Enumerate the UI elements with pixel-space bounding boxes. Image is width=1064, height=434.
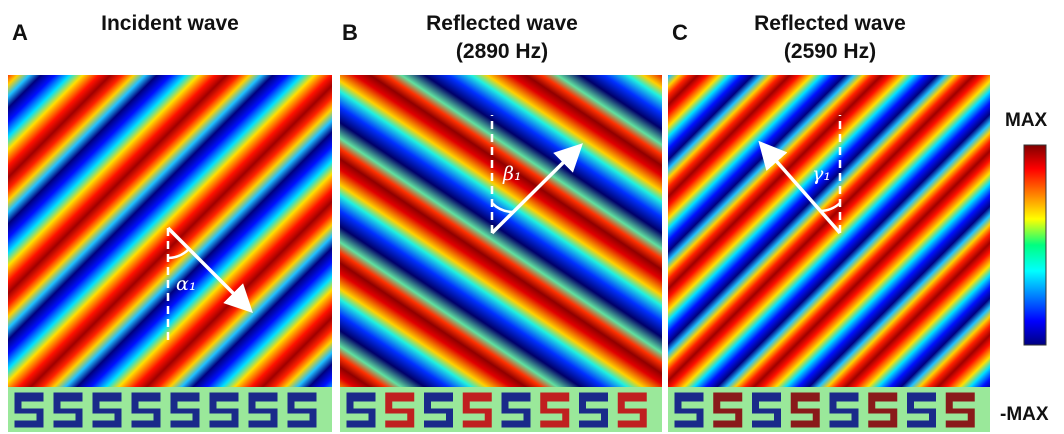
unit-cell [14,392,44,428]
angle-label: γ₁ [812,163,831,185]
unit-cell [752,392,782,428]
panel-title: Reflected wave [426,12,578,35]
colorbar-max: MAX [1005,110,1048,131]
panel-title: (2890 Hz) [456,40,548,63]
unit-cell [713,392,743,428]
colorbar-min: -MAX [1000,404,1049,425]
panel-letter: C [672,20,688,45]
panel-letter: A [12,20,28,45]
unit-cell [92,392,122,428]
unit-cell [907,392,937,428]
panel-title: Incident wave [101,12,239,35]
unit-cell [53,392,83,428]
wave-field [340,75,662,387]
unit-cell [945,392,975,428]
metasurface [668,387,990,432]
unit-cell [579,392,609,428]
unit-cell [501,392,531,428]
unit-cell [287,392,317,428]
wave-field [668,75,990,387]
unit-cell [346,392,376,428]
angle-label: α₁ [176,273,196,295]
unit-cell [540,392,570,428]
unit-cell [617,392,647,428]
panel-title: (2590 Hz) [784,40,876,63]
metasurface [340,387,662,432]
figure: A Incident wave α₁ B Reflected wave (289… [0,0,1064,434]
unit-cell [424,392,454,428]
unit-cell [868,392,898,428]
unit-cell [209,392,239,428]
panel-letter: B [342,20,358,45]
unit-cell [131,392,161,428]
unit-cell [170,392,200,428]
unit-cell [385,392,415,428]
unit-cell [462,392,492,428]
metasurface [8,387,332,432]
unit-cell [829,392,859,428]
panel-title: Reflected wave [754,12,906,35]
colorbar [1024,145,1046,345]
unit-cell [248,392,278,428]
angle-label: β₁ [502,163,522,185]
unit-cell [790,392,820,428]
unit-cell [674,392,704,428]
